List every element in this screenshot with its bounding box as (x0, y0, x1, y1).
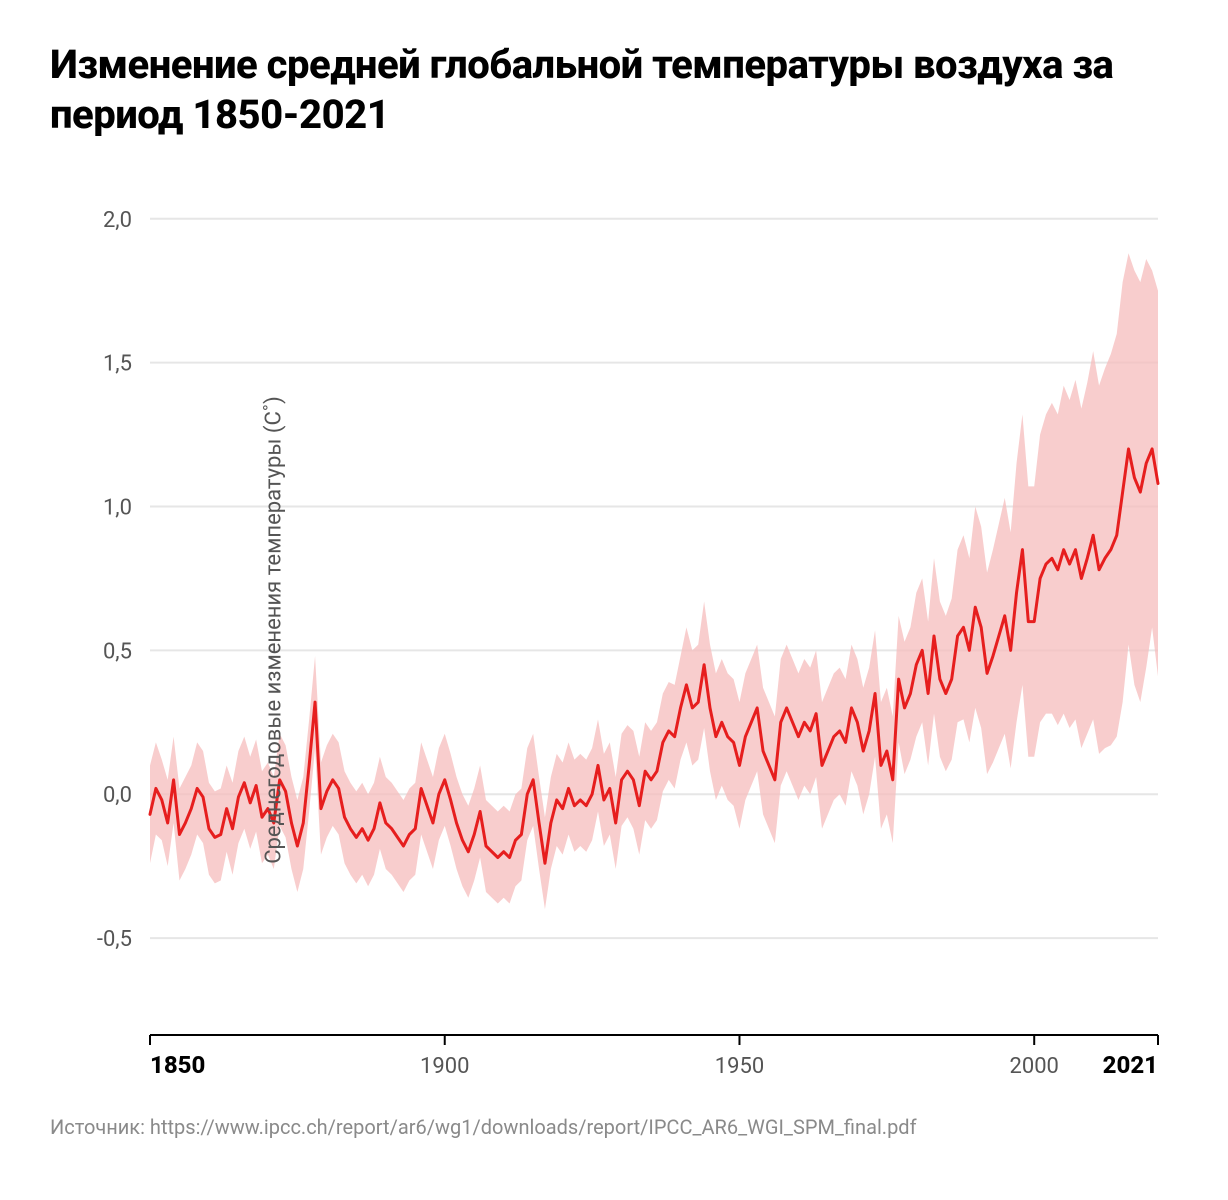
source-citation: Источник: https://www.ipcc.ch/report/ar6… (50, 1115, 1178, 1139)
chart-title: Изменение средней глобальной температуры… (50, 40, 1178, 140)
chart-container: Среднегодовые изменения температуры (C˚)… (50, 170, 1178, 1090)
y-axis-label: Среднегодовые изменения температуры (C˚) (261, 396, 286, 864)
svg-text:1900: 1900 (420, 1054, 469, 1079)
svg-text:0,5: 0,5 (103, 639, 132, 664)
svg-text:2000: 2000 (1009, 1054, 1058, 1079)
svg-text:1,0: 1,0 (103, 495, 132, 520)
svg-text:1850: 1850 (150, 1051, 205, 1079)
svg-text:-0,5: -0,5 (97, 927, 132, 952)
svg-text:2,0: 2,0 (103, 208, 132, 233)
line-chart: -0,5 0,0 0,5 1,0 1,5 2,0 1850 1900 1950 2000 2021 (50, 170, 1178, 1090)
svg-text:0,0: 0,0 (103, 783, 132, 808)
svg-text:1950: 1950 (715, 1054, 764, 1079)
svg-text:2021: 2021 (1103, 1051, 1158, 1079)
svg-text:1,5: 1,5 (103, 352, 132, 377)
